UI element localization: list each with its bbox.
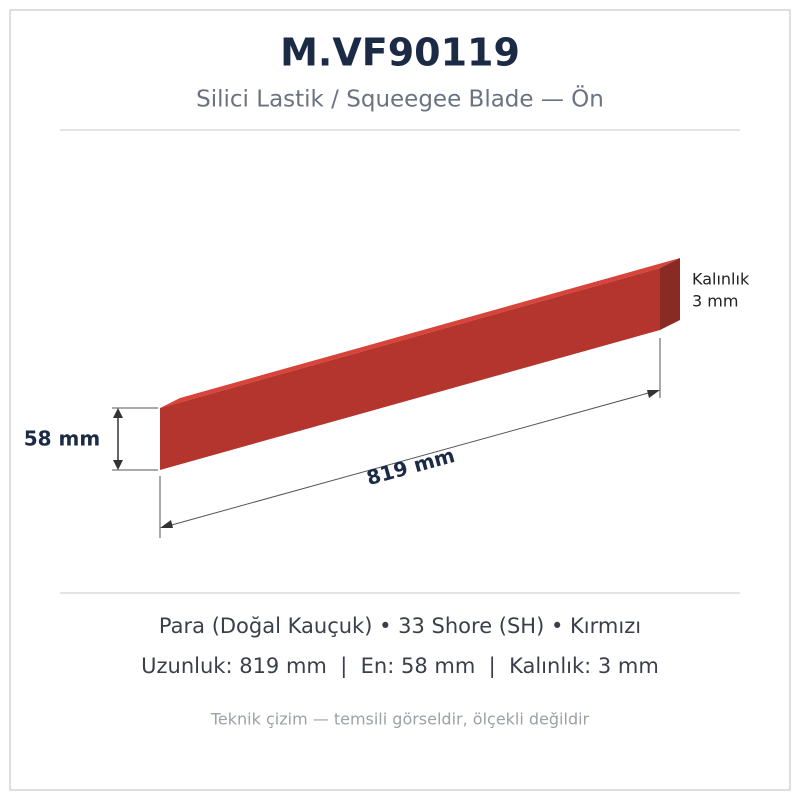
height-dimension (112, 407, 158, 471)
material-line: Para (Doğal Kauçuk) • 33 Shore (SH) • Kı… (159, 614, 641, 638)
dimension-line (167, 391, 653, 527)
footnote: Teknik çizim — temsili görseldir, ölçekl… (210, 710, 590, 729)
arrow-head (113, 460, 123, 470)
arrow-head (647, 390, 660, 398)
blade-top (160, 258, 680, 408)
subtitle: Silici Lastik / Squeegee Blade — Ön (196, 85, 604, 113)
blade-side (660, 258, 680, 330)
length-dimension (159, 338, 661, 538)
dimension-line-text: Uzunluk: 819 mm | En: 58 mm | Kalınlık: … (141, 654, 659, 679)
title: M.VF90119 (280, 31, 520, 75)
thickness-label: Kalınlık (692, 270, 750, 289)
arrow-head (160, 520, 173, 528)
blade-front (160, 268, 660, 470)
height-label: 58 mm (24, 427, 100, 451)
arrow-head (113, 408, 123, 418)
thickness-value: 3 mm (692, 292, 738, 311)
